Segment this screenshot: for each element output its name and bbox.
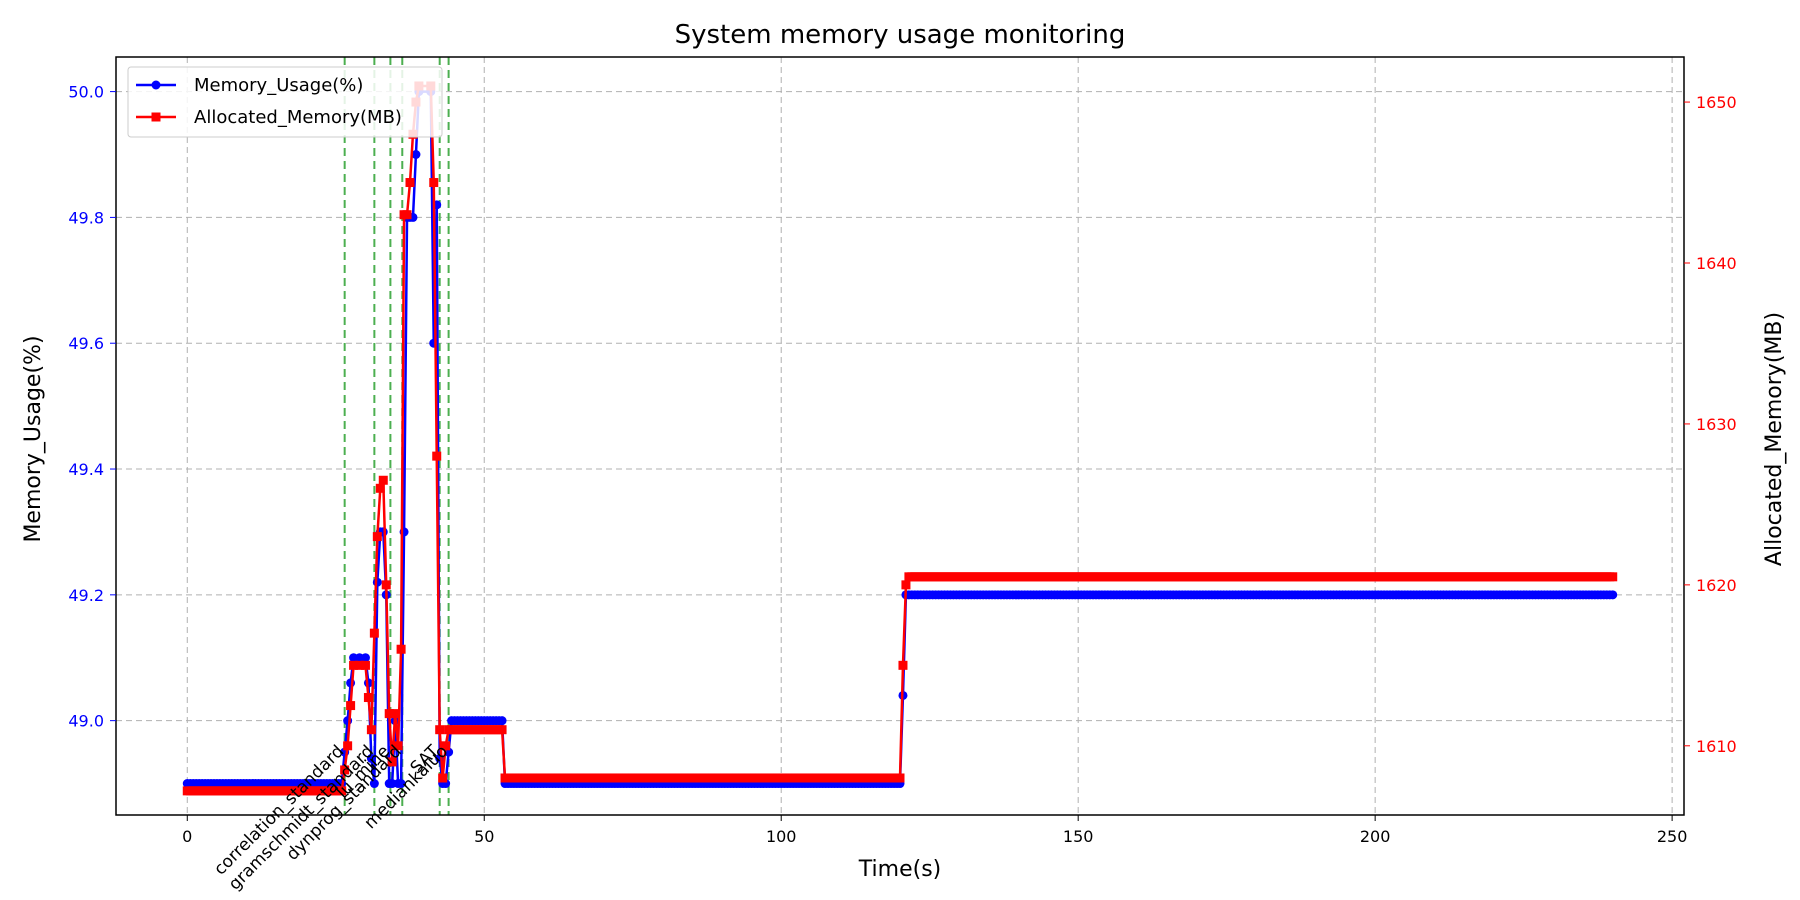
series-layer [182,81,1618,796]
right-tick-label: 1610 [1696,737,1737,756]
left-tick-label: 49.4 [68,460,104,479]
data-point [337,786,347,796]
legend: Memory_Usage(%) Allocated_Memory(MB) [127,66,443,138]
x-tick-label: 150 [1063,827,1094,846]
data-point [346,701,356,711]
x-axis-label: Time(s) [858,857,941,882]
data-point [895,773,905,783]
data-point [340,765,350,775]
data-point [432,451,442,461]
data-point [366,753,376,763]
left-tick-label: 49.8 [68,208,104,227]
data-point [429,178,439,188]
data-point [363,693,373,703]
legend-box [127,66,443,138]
left-axis-ticks: 49.0 49.2 49.4 49.6 49.8 50.0 [68,83,116,731]
legend-marker-allocated-memory [151,112,161,122]
data-point [435,725,445,735]
data-point [384,709,394,719]
data-point [360,653,370,663]
series-markers [182,87,1618,789]
data-point [343,741,353,751]
legend-label-allocated-memory: Allocated_Memory(MB) [194,107,402,128]
data-point [349,660,359,670]
right-axis-ticks: 1610 1620 1630 1640 1650 [1684,93,1737,756]
right-tick-label: 1640 [1696,254,1737,273]
data-point [901,580,911,590]
data-point [429,338,439,348]
data-point [369,628,379,638]
data-point [381,580,391,590]
data-point [898,660,908,670]
data-point [378,475,388,485]
data-point [405,178,415,188]
right-tick-label: 1650 [1696,93,1737,112]
data-point [369,779,379,789]
left-tick-label: 50.0 [68,83,104,102]
plot-frame [115,56,1685,816]
left-tick-label: 49.2 [68,586,104,605]
data-point [366,725,376,735]
data-point [396,779,406,789]
series-line [187,84,1613,793]
data-point [393,741,403,751]
x-axis-ticks: 0 50 100 150 200 250 [182,815,1687,846]
left-tick-label: 49.6 [68,334,104,353]
data-point [1608,572,1618,582]
right-axis-label: Allocated_Memory(MB) [1762,312,1787,566]
data-point [1608,590,1618,600]
data-point [497,725,507,735]
x-tick-label: 0 [182,827,192,846]
data-point [372,577,382,587]
legend-label-memory-usage: Memory_Usage(%) [194,75,363,96]
x-tick-label: 250 [1657,827,1688,846]
left-axis-label: Memory_Usage(%) [21,335,46,542]
x-tick-label: 100 [766,827,797,846]
data-point [497,716,507,726]
chart-title: System memory usage monitoring [675,20,1126,50]
legend-marker-memory-usage [151,80,161,90]
right-tick-label: 1620 [1696,576,1737,595]
data-point [375,483,385,493]
data-point [372,532,382,542]
data-point [387,757,397,767]
right-tick-label: 1630 [1696,415,1737,434]
event-label: gramschmidt_standard [225,741,378,894]
event-labels: correlation_standardgramschmidt_standard… [210,741,452,894]
data-point [411,150,421,160]
data-point [390,709,400,719]
x-tick-label: 50 [474,827,494,846]
data-point [441,741,451,751]
left-tick-label: 49.0 [68,712,104,731]
data-point [438,773,448,783]
data-point [396,644,406,654]
data-point [355,660,365,670]
x-tick-label: 200 [1360,827,1391,846]
data-point [360,660,370,670]
data-point [402,210,412,220]
series-markers [182,81,1618,796]
